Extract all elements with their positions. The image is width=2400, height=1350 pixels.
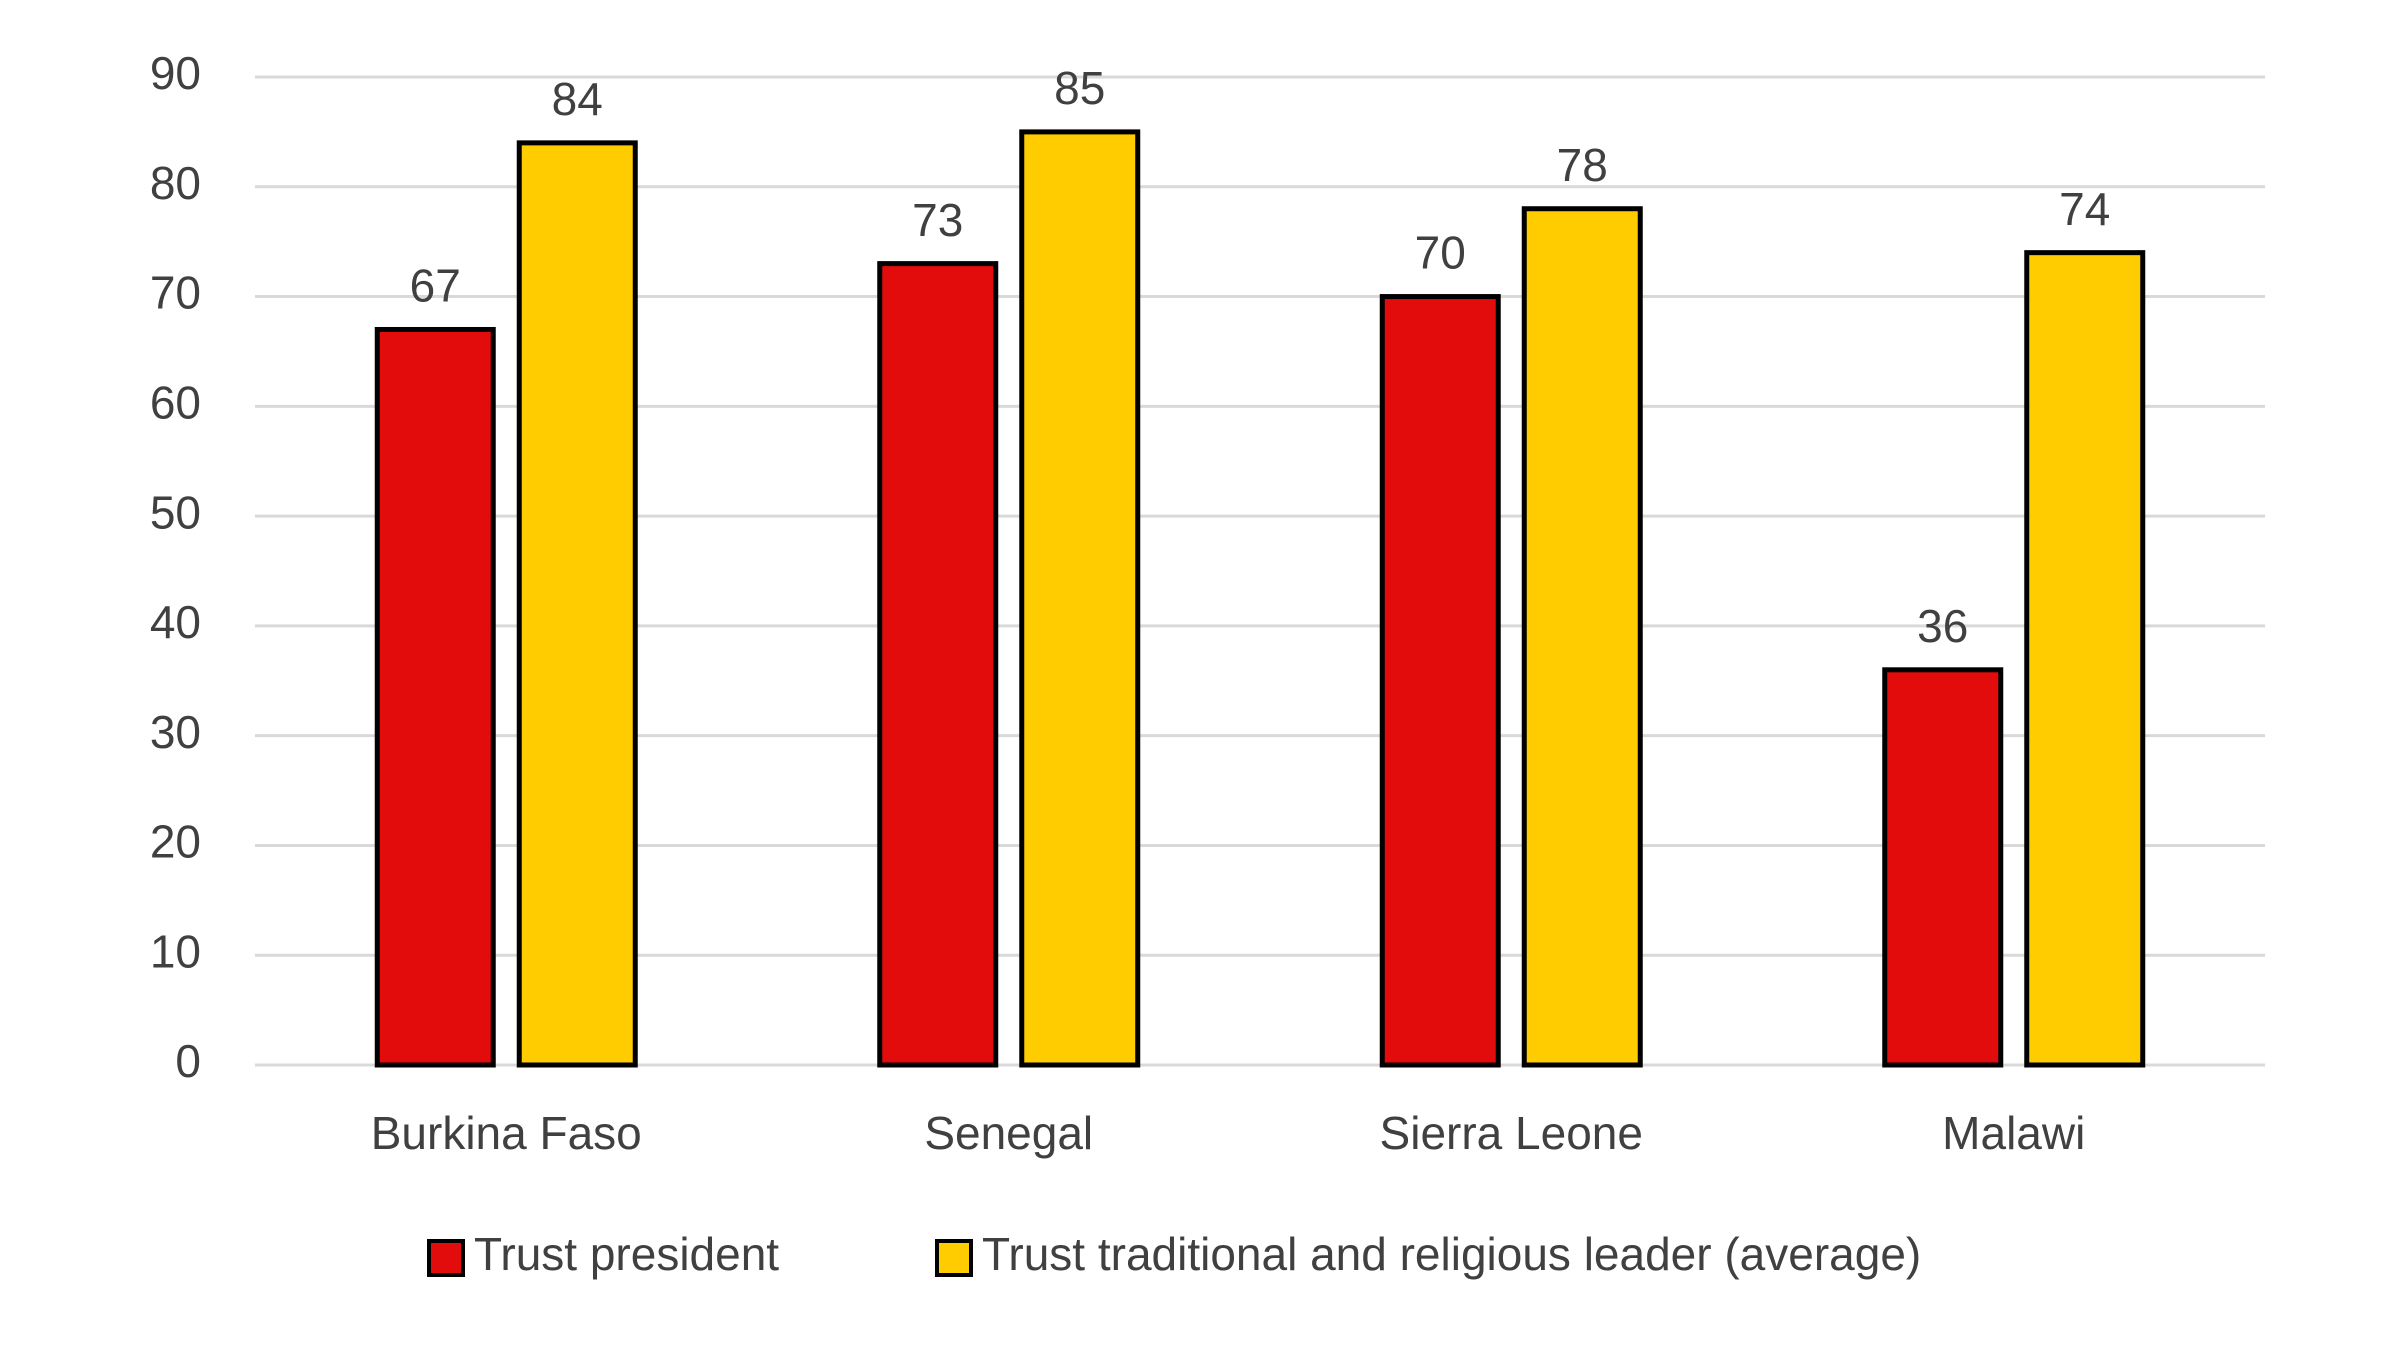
legend-label: Trust traditional and religious leader (… (982, 1228, 1921, 1280)
bar (374, 326, 496, 1068)
data-label: 67 (410, 260, 461, 312)
y-tick-label: 10 (150, 925, 201, 977)
bar (1882, 667, 2004, 1068)
bar (1019, 129, 1141, 1068)
y-tick-label: 50 (150, 486, 201, 538)
y-tick-label: 0 (175, 1035, 201, 1087)
bar (1379, 294, 1501, 1068)
x-tick-label: Burkina Faso (371, 1107, 642, 1159)
y-tick-label: 30 (150, 706, 201, 758)
bar (1521, 206, 1643, 1068)
data-label: 85 (1054, 62, 1105, 114)
x-tick-label: Senegal (924, 1107, 1093, 1159)
y-tick-label: 60 (150, 376, 201, 428)
y-tick-label: 80 (150, 157, 201, 209)
bar (877, 261, 999, 1068)
bar (516, 140, 638, 1068)
data-label: 73 (912, 194, 963, 246)
y-tick-label: 90 (150, 47, 201, 99)
legend-swatch (935, 1239, 973, 1277)
legend-swatch (427, 1239, 465, 1277)
bar (2024, 250, 2146, 1068)
data-label: 36 (1917, 600, 1968, 652)
y-tick-label: 70 (150, 267, 201, 319)
data-label: 70 (1415, 227, 1466, 279)
legend-label: Trust president (474, 1228, 779, 1280)
data-label: 84 (552, 73, 603, 125)
data-label: 78 (1557, 139, 1608, 191)
y-tick-label: 20 (150, 816, 201, 868)
data-label: 74 (2059, 183, 2110, 235)
y-tick-label: 40 (150, 596, 201, 648)
x-tick-label: Sierra Leone (1380, 1107, 1643, 1159)
x-tick-label: Malawi (1942, 1107, 2085, 1159)
